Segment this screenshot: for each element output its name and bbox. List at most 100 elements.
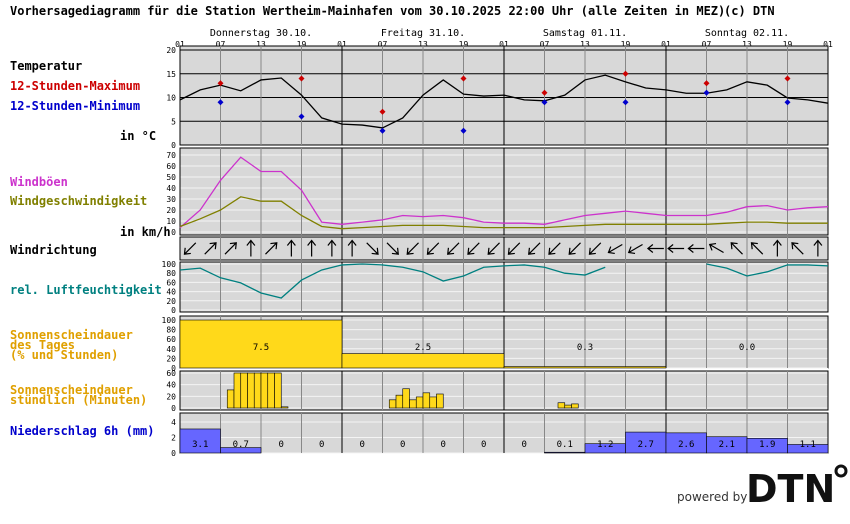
direction-label: Windrichtung <box>10 243 97 257</box>
bar <box>260 372 269 409</box>
x-tick-label: 07 <box>540 40 550 49</box>
wind-arrow <box>327 239 337 257</box>
y-tick-label: 10 <box>166 94 176 103</box>
x-tick-label: 13 <box>580 40 590 49</box>
y-tick-label: 20 <box>166 206 176 215</box>
bar <box>179 428 221 454</box>
wind-arrow <box>568 242 581 255</box>
marker <box>703 80 710 87</box>
x-tick-label: 13 <box>742 40 752 49</box>
y-tick-label: 100 <box>162 260 177 269</box>
bar <box>267 372 275 409</box>
wind-arrow <box>772 239 782 257</box>
y-tick-label: 0 <box>171 228 176 237</box>
y-tick-label: 60 <box>166 278 176 287</box>
bar <box>564 404 572 409</box>
bar <box>402 388 410 409</box>
bar-label: 0 <box>279 440 284 450</box>
bar-label: 2.5 <box>415 343 431 353</box>
y-tick-label: 0 <box>171 306 176 315</box>
bar <box>388 399 397 409</box>
x-tick-label: 01 <box>661 40 671 49</box>
day-label: Sonntag 02.11. <box>705 28 789 39</box>
marker <box>298 75 305 82</box>
day-label: Freitag 31.10. <box>381 28 465 39</box>
marker <box>541 99 548 106</box>
bar-label: 1.2 <box>597 440 613 450</box>
marker <box>217 99 224 106</box>
wind-arrow <box>265 242 278 255</box>
x-tick-label: 13 <box>418 40 428 49</box>
y-tick-label: 15 <box>166 70 176 79</box>
y-tick-label: 20 <box>166 354 176 363</box>
temp-label: Temperatur <box>10 59 82 73</box>
bar <box>429 396 437 409</box>
bar-label: 2.7 <box>638 440 654 450</box>
day-label: Donnerstag 30.10. <box>210 28 312 39</box>
bar <box>571 403 579 409</box>
y-tick-label: 60 <box>166 369 176 378</box>
bars-layer <box>179 428 829 454</box>
x-tick-label: 07 <box>216 40 226 49</box>
bar-label: 0 <box>400 440 405 450</box>
y-tick-label: 20 <box>166 392 176 401</box>
x-tick-label: 07 <box>702 40 712 49</box>
wind-arrow <box>246 239 256 257</box>
wind-arrow <box>467 242 480 255</box>
x-tick-label: 13 <box>256 40 266 49</box>
wind-unit: in km/h <box>120 225 171 239</box>
wind-arrow <box>406 242 419 255</box>
bars-layer <box>179 319 667 369</box>
x-tick-label: 19 <box>621 40 631 49</box>
bar <box>280 406 289 409</box>
y-tick-label: 60 <box>166 335 176 344</box>
bar <box>409 399 417 409</box>
marker <box>460 75 467 82</box>
sun-day-label: Sonnenscheindauer <box>10 328 133 342</box>
y-tick-label: 20 <box>166 297 176 306</box>
bar-label: 1.1 <box>800 440 816 450</box>
y-tick-label: 0 <box>171 141 176 150</box>
bar-label: 1.9 <box>759 440 775 450</box>
y-tick-label: 50 <box>166 173 176 182</box>
bar-label: 0.7 <box>233 440 249 450</box>
humidity-label: rel. Luftfeuchtigkeit <box>10 283 162 297</box>
bar <box>787 444 829 454</box>
line <box>179 156 829 229</box>
wind-arrow <box>588 242 602 255</box>
precip-label: Niederschlag 6h (mm) <box>10 424 155 438</box>
bars-layer <box>226 372 579 409</box>
wind-arrow <box>447 242 460 255</box>
wind-arrow <box>528 242 541 255</box>
y-tick-label: 40 <box>166 345 176 354</box>
bar <box>247 372 255 409</box>
wind-arrow <box>813 239 823 257</box>
gust-label: Windböen <box>10 175 68 189</box>
line <box>179 263 829 299</box>
bar-label: 0 <box>319 440 324 450</box>
x-tick-label: 19 <box>783 40 793 49</box>
marker <box>298 113 305 120</box>
x-tick-label: 19 <box>297 40 307 49</box>
wind-arrow <box>627 243 643 255</box>
bar <box>253 372 262 409</box>
sun-hour-label: stündlich (Minuten) <box>10 393 147 407</box>
wind-arrow <box>204 242 217 255</box>
wind-arrow <box>366 242 379 255</box>
bar-label: 7.5 <box>253 343 269 353</box>
wind-arrow <box>507 242 521 255</box>
copyright: (c) DTN <box>724 4 775 18</box>
marker <box>541 89 548 96</box>
bar-label: 0 <box>441 440 446 450</box>
line <box>179 74 829 129</box>
y-tick-label: 100 <box>162 316 177 325</box>
wind-arrow <box>183 242 197 255</box>
bar <box>436 393 444 409</box>
bar <box>503 366 667 369</box>
min-label: 12-Stunden-Minimum <box>10 99 140 113</box>
bar <box>274 372 282 409</box>
wind-arrow <box>386 242 399 255</box>
bar <box>240 372 248 409</box>
marker <box>784 75 791 82</box>
y-tick-label: 2 <box>171 434 176 443</box>
